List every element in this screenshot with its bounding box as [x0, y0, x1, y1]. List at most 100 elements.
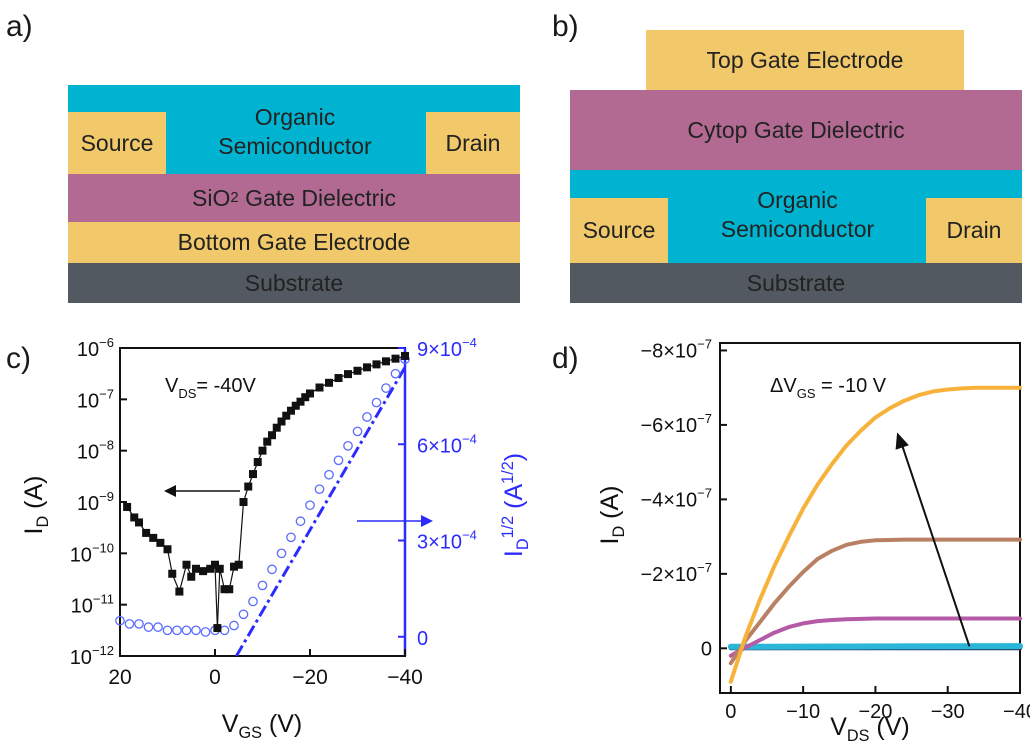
- device-b-semiconductor-line1: Organic: [757, 187, 838, 214]
- chart-c-arrow-left-head: [164, 485, 176, 497]
- chart-c-sqrt-point: [162, 625, 173, 636]
- chart-d-annotation: ΔVGS = -10 V: [770, 375, 887, 401]
- chart-c-log-point: [296, 397, 305, 406]
- device-a-source: Source: [68, 112, 166, 174]
- chart-c-log-point: [234, 560, 243, 569]
- chart-c-log-point: [253, 458, 262, 467]
- device-a-semiconductor-line2: Semiconductor: [218, 133, 372, 159]
- chart-c-sqrt-point: [295, 516, 306, 527]
- chart-c-sqrt-point: [191, 625, 201, 636]
- chart-d-y-tick-label: −6×10−7: [640, 411, 712, 437]
- chart-c-sqrt-point: [390, 368, 401, 379]
- chart-c-log-point: [156, 538, 165, 547]
- chart-c-y-right-tick-label: 6×10−4: [417, 431, 477, 457]
- chart-c-log-point: [249, 470, 257, 479]
- device-a-substrate: Substrate: [68, 263, 520, 303]
- chart-c-sqrt-point: [286, 532, 296, 543]
- chart-c-log-point: [334, 374, 343, 383]
- device-b-substrate: Substrate: [570, 263, 1022, 303]
- chart-c-sqrt-point: [362, 412, 372, 422]
- chart-c-log-point: [325, 378, 333, 387]
- device-a-dielectric-text-post: Gate Dielectric: [238, 184, 396, 211]
- chart-c-log-point: [187, 572, 196, 581]
- device-a-dielectric-subscript: 2: [230, 188, 239, 206]
- chart-c-sqrt-point: [181, 625, 192, 636]
- chart-d-x-tick-label: 0: [725, 701, 736, 723]
- panel-label-a: a): [6, 10, 33, 43]
- chart-c-log-point: [211, 560, 219, 569]
- chart-c-y-right-tick-label: 9×10−4: [417, 335, 477, 361]
- chart-c-sqrt-point: [352, 426, 363, 437]
- chart-c-y-left-tick-label: 10−11: [71, 592, 114, 618]
- chart-c-log-point: [315, 383, 324, 392]
- chart-c-log-point: [401, 351, 409, 360]
- chart-c-sqrt-point: [305, 500, 315, 511]
- chart-c-log-point: [372, 360, 381, 369]
- device-a-dielectric: SiO 2 Gate Dielectric: [68, 174, 520, 222]
- chart-c-arrow-right-head: [421, 515, 433, 527]
- device-b-source: Source: [570, 198, 668, 263]
- chart-c-sqrt-point: [200, 627, 211, 637]
- device-b-semiconductor-label: Organic Semiconductor: [660, 180, 935, 250]
- chart-c-log-point: [230, 562, 238, 571]
- chart-c-log-point: [263, 437, 272, 446]
- chart-c-log-point: [244, 482, 253, 491]
- chart-c-y-left-tick-label: 10−9: [77, 489, 114, 515]
- chart-c-y-left-tick-label: 10−6: [77, 335, 114, 361]
- chart-d-y-tick-label: −4×10−7: [640, 485, 712, 511]
- chart-d-y-tick-label: −8×10−7: [640, 336, 712, 362]
- chart-c-sqrt-point: [343, 441, 353, 451]
- chart-d-x-tick-label: −30: [931, 701, 965, 723]
- chart-c-sqrt-point: [371, 397, 382, 408]
- chart-c-log-point: [258, 446, 267, 455]
- chart-c-x-tick-label: −40: [387, 666, 423, 689]
- chart-c-log-point: [268, 431, 276, 440]
- device-a-drain: Drain: [426, 112, 520, 174]
- device-a-bottom-gate: Bottom Gate Electrode: [68, 222, 520, 263]
- chart-c-log-point: [168, 569, 177, 578]
- chart-c-sqrt-point: [124, 619, 135, 629]
- chart-c-y-right-axis-label: ID1/2 (A1/2): [499, 453, 532, 557]
- chart-c-log-point: [272, 423, 281, 432]
- chart-c-sqrt-point: [238, 609, 249, 620]
- chart-c-log-point: [225, 585, 234, 594]
- chart-c-log-point: [382, 357, 390, 366]
- chart-d-y-axis-label: ID (A): [596, 486, 628, 545]
- chart-d-x-tick-label: −20: [858, 701, 892, 723]
- chart-c-y-left-tick-label: 10−7: [77, 386, 114, 412]
- chart-c-sqrt-point: [257, 580, 268, 591]
- chart-c-log-point: [306, 389, 314, 398]
- chart-c-sqrt-point: [229, 620, 239, 631]
- chart-c-log-point: [142, 528, 151, 537]
- chart-c-annotation: VDS= -40V: [165, 375, 257, 401]
- chart-d-curve: [728, 537, 1022, 666]
- chart-c-log-point: [215, 564, 224, 573]
- chart-c-sqrt-point: [314, 484, 325, 495]
- chart-c-sqrt-point: [333, 455, 344, 466]
- chart-c-sqrt-point: [267, 564, 277, 575]
- chart-c-log-point: [135, 518, 143, 527]
- device-a-semiconductor-line1: Organic: [254, 104, 336, 131]
- chart-c-sqrt-point: [115, 615, 125, 626]
- panel-label-b: b): [552, 10, 579, 43]
- chart-d-x-tick-label: −10: [786, 701, 820, 723]
- chart-d-curve: [727, 643, 1023, 650]
- chart-c-y-left-tick-label: 10−8: [77, 438, 114, 464]
- chart-c-x-tick-label: 0: [209, 666, 221, 689]
- chart-c-log-point: [277, 417, 286, 426]
- chart-c-y-left-tick-label: 10−12: [70, 643, 114, 669]
- device-b-top-gate: Top Gate Electrode: [646, 30, 964, 90]
- chart-c-log-point: [123, 502, 132, 511]
- device-b-drain: Drain: [926, 198, 1022, 263]
- chart-d-frame: [719, 342, 1021, 694]
- chart-c-log-point: [149, 533, 158, 542]
- panel-label-c: c): [6, 342, 31, 375]
- chart-c-y-right-tick-label: 3×10−4: [417, 528, 477, 554]
- chart-c-x-tick-label: 20: [108, 666, 131, 689]
- chart-c-sqrt-point: [248, 596, 258, 607]
- chart-c-log-point: [287, 406, 295, 415]
- chart-c-log-point: [175, 587, 184, 596]
- device-a-dielectric-text-pre: SiO: [192, 184, 231, 211]
- chart-c-log-point: [291, 401, 300, 410]
- chart-d-y-tick-label: 0: [701, 638, 712, 660]
